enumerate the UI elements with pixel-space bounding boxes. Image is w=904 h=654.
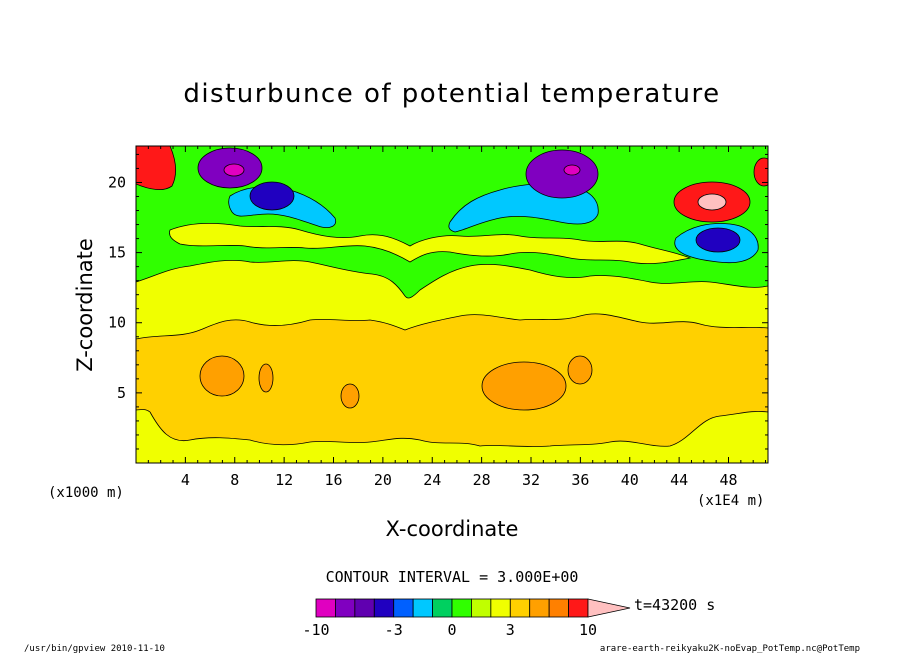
field-mid-yellow <box>169 222 692 265</box>
colorbar-label: -3 <box>385 621 403 639</box>
field-warm-core-1 <box>199 355 245 397</box>
field-warm-core-5 <box>340 383 360 409</box>
colorbar-segment <box>432 598 453 618</box>
x-unit-right: (x1E4 m) <box>697 493 764 509</box>
colorbar-segment <box>354 598 375 618</box>
colorbar-segment <box>471 598 492 618</box>
x-tick-label: 16 <box>324 471 342 489</box>
colorbar-segment <box>451 598 472 618</box>
field-warm-core-4 <box>258 363 274 393</box>
x-unit-left: (x1000 m) <box>48 485 124 501</box>
colorbar-segment <box>393 598 414 618</box>
x-axis: 4 8 12 16 20 24 28 32 36 40 44 48 <box>147 146 767 489</box>
y-tick-label: 10 <box>108 314 126 332</box>
colorbar-segment <box>568 598 589 618</box>
x-tick-label: 32 <box>522 471 540 489</box>
colorbar-label: 0 <box>447 621 456 639</box>
y-tick-label: 20 <box>108 173 126 191</box>
footer-left: /usr/bin/gpview 2010-11-10 <box>24 644 165 654</box>
colorbar-segment <box>412 598 433 618</box>
x-tick-label: 20 <box>374 471 392 489</box>
footer-right: arare-earth-reikyaku2K-noEvap_PotTemp.nc… <box>600 644 860 654</box>
contour-interval-label: CONTOUR INTERVAL = 3.000E+00 <box>326 568 579 586</box>
field-purple-center <box>525 149 599 199</box>
x-tick-label: 44 <box>670 471 688 489</box>
colorbar-label: -10 <box>302 621 329 639</box>
x-tick-label: 8 <box>230 471 239 489</box>
field-warm-core-3 <box>567 355 593 385</box>
chart-title: disturbunce of potential temperature <box>183 79 720 109</box>
field-orange-right <box>753 157 768 187</box>
field-magenta-left <box>223 163 245 177</box>
y-axis: 5 10 15 20 <box>108 153 768 450</box>
colorbar-segment <box>490 598 511 618</box>
y-tick-label: 15 <box>108 244 126 262</box>
colorbar-segment <box>529 598 550 618</box>
colorbar-segment <box>315 598 336 618</box>
colorbar-segment <box>548 598 569 618</box>
x-axis-label: X-coordinate <box>386 517 519 541</box>
y-axis-label: Z-coordinate <box>73 238 97 372</box>
time-label: t=43200 s <box>634 596 715 614</box>
y-tick-label: 5 <box>117 384 126 402</box>
plot-area <box>136 146 768 463</box>
colorbar-extension <box>587 598 631 618</box>
x-tick-label: 48 <box>719 471 737 489</box>
x-tick-label: 24 <box>423 471 441 489</box>
colorbar: -10 -3 0 3 10 <box>302 598 631 639</box>
colorbar-segment <box>509 598 531 618</box>
colorbar-label: 3 <box>506 621 515 639</box>
field-warm-layer <box>136 313 768 447</box>
x-tick-label: 36 <box>571 471 589 489</box>
colorbar-label: 10 <box>579 621 597 639</box>
field-red-left <box>136 146 176 190</box>
colorbar-segment <box>373 598 395 618</box>
field-magenta-center <box>563 164 581 176</box>
x-tick-label: 4 <box>181 471 190 489</box>
field-pink-right <box>697 193 727 211</box>
colorbar-segment <box>335 598 356 618</box>
x-tick-label: 40 <box>621 471 639 489</box>
field-purple-left-2 <box>249 181 295 211</box>
field-warm-core-2 <box>481 361 567 411</box>
field-dark-blue-right <box>695 227 741 253</box>
x-tick-label: 28 <box>473 471 491 489</box>
x-tick-label: 12 <box>275 471 293 489</box>
plot-frame <box>135 145 769 464</box>
